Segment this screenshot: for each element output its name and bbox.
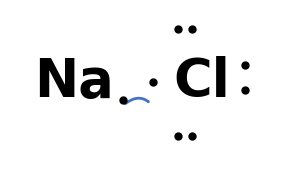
FancyArrowPatch shape (125, 98, 148, 104)
Text: Cl: Cl (173, 56, 230, 108)
Text: Na: Na (34, 56, 114, 108)
